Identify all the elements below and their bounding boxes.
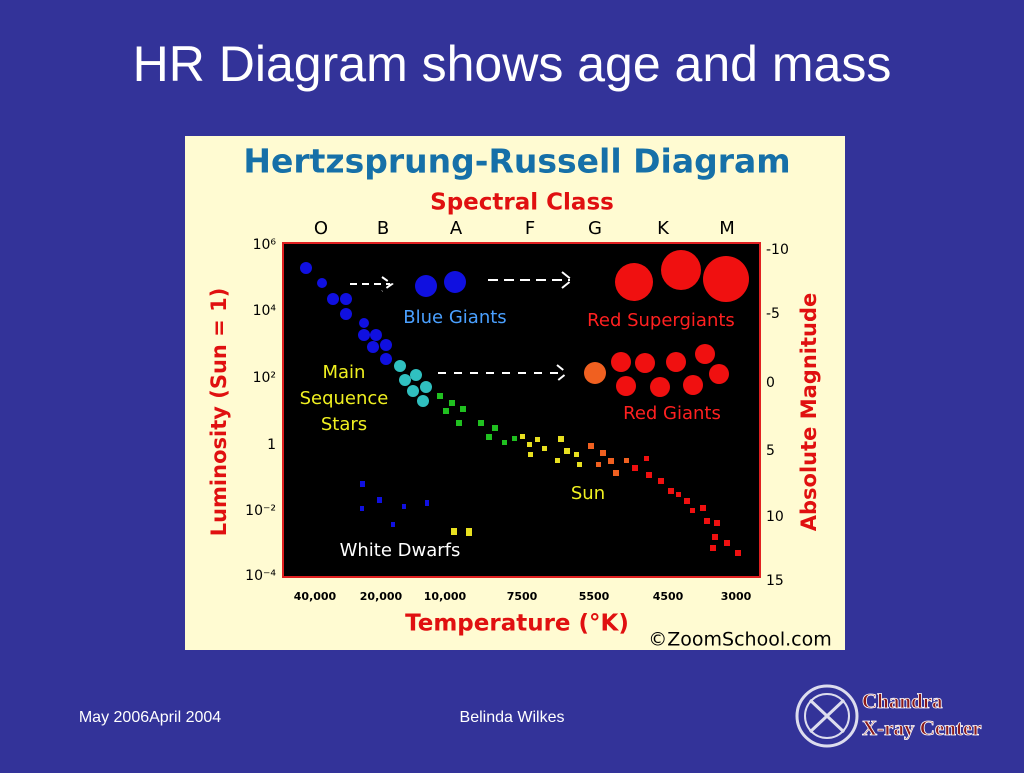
bottom-tick-label: 10,000	[424, 590, 467, 603]
blue-giants-label: Blue Giants	[403, 307, 506, 328]
footer-left: May 2006April 2004	[79, 709, 221, 726]
left-tick-label: 10⁻⁴	[245, 568, 276, 584]
left-tick-label: 10⁻²	[245, 503, 276, 519]
footer-center: Belinda Wilkes	[460, 709, 565, 726]
bottom-tick-label: 20,000	[360, 590, 403, 603]
top-axis-title: Spectral Class	[430, 190, 614, 216]
logo: Chandra X-ray Center	[795, 684, 982, 748]
figure-title: Hertzsprung-Russell Diagram	[243, 142, 790, 181]
plot-area	[282, 242, 761, 578]
right-axis-title: Absolute Magnitude	[797, 293, 821, 531]
logo-line: Chandra	[862, 689, 943, 713]
right-tick-label: 10	[766, 509, 784, 525]
spectral-class: O	[314, 218, 328, 239]
right-ticks: -10 -5 0 5 10 15	[766, 242, 789, 589]
spectral-class: A	[450, 218, 463, 239]
white-dwarfs-label: White Dwarfs	[340, 540, 461, 561]
right-tick-label: -5	[766, 306, 780, 322]
left-tick-label: 10⁴	[253, 303, 277, 319]
main-sequence-label: Stars	[321, 414, 367, 435]
red-supergiants-label: Red Supergiants	[587, 310, 735, 331]
bottom-tick-label: 3000	[721, 590, 752, 603]
bottom-axis-title: Temperature (°K)	[405, 611, 629, 637]
right-tick-label: 0	[766, 375, 775, 391]
left-axis-title: Luminosity (Sun = 1)	[207, 288, 231, 537]
spectral-class: B	[377, 218, 389, 239]
logo-line: X-ray Center	[862, 716, 982, 740]
credit: ©ZoomSchool.com	[648, 629, 831, 651]
right-tick-label: -10	[766, 242, 789, 258]
bottom-tick-label: 7500	[507, 590, 538, 603]
left-tick-label: 10²	[253, 370, 276, 386]
slide-title: HR Diagram shows age and mass	[133, 36, 892, 92]
spectral-class: M	[719, 218, 735, 239]
main-sequence-label: Sequence	[300, 388, 389, 409]
spectral-class: K	[657, 218, 670, 239]
right-tick-label: 15	[766, 573, 784, 589]
left-ticks: 10⁶ 10⁴ 10² 1 10⁻² 10⁻⁴	[245, 237, 276, 584]
red-giants-label: Red Giants	[623, 403, 721, 424]
right-tick-label: 5	[766, 443, 775, 459]
bottom-tick-label: 40,000	[294, 590, 337, 603]
bottom-tick-label: 4500	[653, 590, 684, 603]
bottom-tick-label: 5500	[579, 590, 610, 603]
stars	[300, 250, 749, 556]
spectral-class: G	[588, 218, 602, 239]
bottom-ticks: 40,000 20,000 10,000 7500 5500 4500 3000	[294, 590, 752, 603]
hr-figure: Hertzsprung-Russell Diagram Spectral Cla…	[185, 136, 845, 651]
sun-label: Sun	[571, 483, 605, 504]
arrows	[350, 271, 574, 382]
left-tick-label: 1	[267, 437, 276, 453]
spectral-class: F	[525, 218, 535, 239]
left-tick-label: 10⁶	[253, 237, 277, 253]
main-sequence-label: Main	[323, 362, 366, 383]
